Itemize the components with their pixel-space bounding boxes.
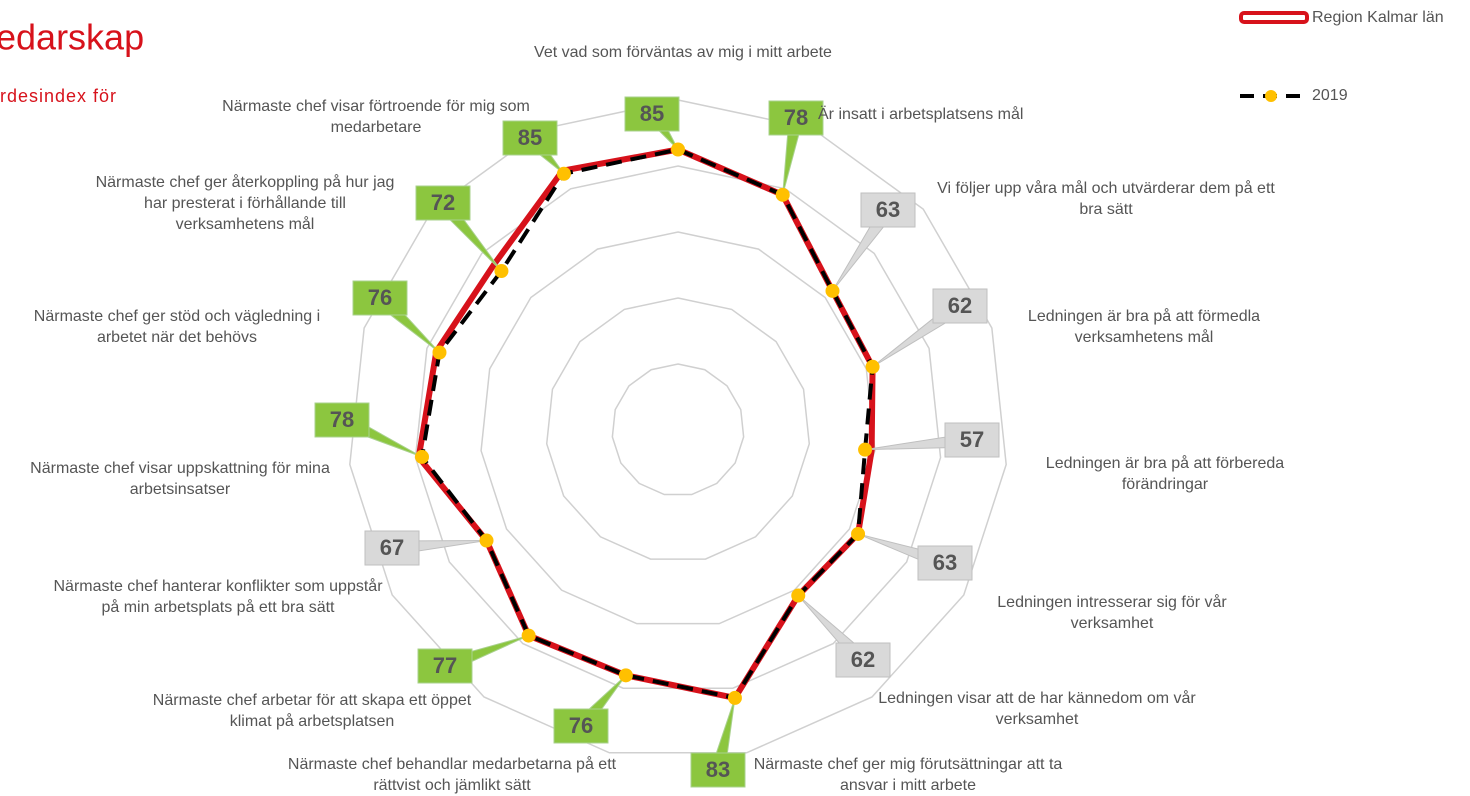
label-box	[364, 530, 420, 566]
marker	[851, 526, 866, 541]
grid-ring	[545, 297, 811, 560]
marker	[671, 142, 685, 157]
marker	[825, 283, 840, 298]
legend-label: Region Kalmar län	[1312, 9, 1444, 26]
category-label: Ledningen är bra på att förbereda föränd…	[1045, 455, 1285, 493]
marker	[865, 359, 880, 374]
value-label: 62	[948, 293, 972, 318]
value-label: 62	[851, 647, 875, 672]
category-label: Närmaste chef ger återkoppling på hur ja…	[95, 174, 395, 233]
category-label: Vet vad som förväntas av mig i mitt arbe…	[534, 44, 832, 61]
legend-marker	[1265, 90, 1277, 102]
value-label: 76	[368, 285, 392, 310]
label-box	[835, 642, 891, 678]
label-box	[502, 120, 558, 156]
legend-swatch	[1239, 11, 1309, 24]
value-label: 85	[518, 125, 542, 150]
marker	[479, 533, 494, 548]
label-box	[417, 648, 473, 684]
label-box	[415, 185, 471, 221]
category-label: Är insatt i arbetsplatsens mål	[818, 106, 1024, 123]
value-label: 67	[380, 535, 404, 560]
label-box	[553, 708, 609, 744]
value-label: 76	[569, 713, 593, 738]
marker	[618, 668, 633, 683]
value-label: 83	[706, 757, 730, 782]
marker	[432, 345, 447, 360]
label-box	[932, 288, 988, 324]
label-box	[314, 402, 370, 438]
category-label: Närmaste chef ger stöd och vägledning i …	[33, 308, 321, 346]
series-line-dashed	[419, 147, 875, 701]
label-box	[768, 100, 824, 136]
grid-ring	[349, 99, 1007, 754]
label-box	[917, 545, 973, 581]
category-label: Vi följer upp våra mål och utvärderar de…	[937, 180, 1275, 218]
value-label: 72	[431, 190, 455, 215]
grid-ring	[611, 363, 745, 496]
category-label: Ledningen är bra på att förmedla verksam…	[1027, 308, 1261, 346]
value-label: 63	[876, 197, 900, 222]
category-label: Närmaste chef ger mig förutsättningar at…	[753, 756, 1063, 794]
marker	[415, 449, 430, 464]
category-label: Närmaste chef behandlar medarbetarna på …	[287, 756, 617, 794]
marker	[791, 588, 806, 603]
category-label: Ledningen visar att de har kännedom om v…	[878, 690, 1196, 728]
label-box	[860, 192, 916, 228]
marker	[556, 166, 571, 181]
marker	[521, 628, 536, 643]
marker	[858, 442, 873, 457]
label-box	[690, 752, 746, 788]
value-label: 77	[433, 653, 457, 678]
category-label: Närmaste chef visar uppskattning för min…	[30, 460, 330, 498]
value-label: 57	[960, 427, 984, 452]
category-label: Närmaste chef visar förtroende för mig s…	[222, 98, 530, 136]
marker	[494, 264, 509, 279]
legend-label: 2019	[1312, 87, 1348, 104]
value-label: 78	[330, 407, 354, 432]
label-box	[944, 422, 1000, 458]
chart-subtitle: rdesindex för	[0, 86, 117, 106]
series-line	[415, 146, 876, 701]
label-box	[624, 96, 680, 132]
value-label: 63	[933, 550, 957, 575]
marker	[727, 690, 742, 705]
value-label: 85	[640, 101, 664, 126]
category-label: Närmaste chef arbetar för att skapa ett …	[152, 692, 472, 730]
category-label: Ledningen intresserar sig för vår verksa…	[997, 594, 1227, 632]
grid-ring	[480, 231, 876, 625]
marker	[775, 187, 790, 202]
value-label: 78	[784, 105, 808, 130]
label-box	[352, 280, 408, 316]
category-label: Närmaste chef hanterar konflikter som up…	[53, 578, 383, 616]
chart-title: edarskap	[0, 17, 144, 58]
